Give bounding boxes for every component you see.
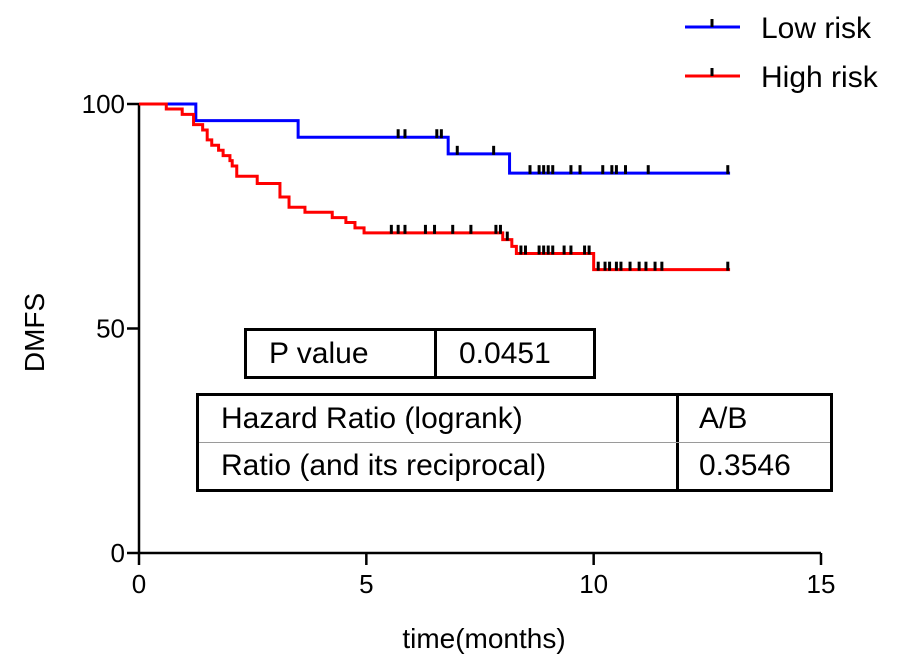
survival-line — [139, 102, 731, 272]
series-1 — [139, 102, 731, 272]
pvalue-value: 0.0451 — [459, 336, 551, 370]
series-layer — [139, 102, 731, 272]
x-tick-label: 15 — [807, 569, 836, 599]
ratio-label: Ratio (and its reciprocal) — [199, 443, 679, 489]
x-tick-label: 0 — [132, 569, 146, 599]
hazard-ratio-label: Hazard Ratio (logrank) — [199, 396, 679, 442]
x-tick-label: 10 — [579, 569, 608, 599]
x-tick-label: 5 — [359, 569, 373, 599]
legend-item: Low risk — [685, 12, 872, 45]
legend: Low risk High risk — [685, 12, 879, 94]
y-tick-label: 0 — [111, 538, 125, 568]
ratio-value: 0.3546 — [699, 449, 791, 482]
axes: 0 5 10 15 0 50 100 time(months) DMFS — [19, 89, 835, 654]
y-tick-label: 50 — [96, 314, 125, 344]
legend-item: High risk — [685, 61, 879, 94]
survival-line — [139, 102, 731, 175]
pvalue-label: P value — [247, 331, 437, 376]
hazard-ratio-value: A/B — [699, 402, 748, 435]
y-axis-title: DMFS — [19, 293, 50, 372]
series-0 — [139, 102, 731, 175]
y-tick-label: 100 — [82, 89, 125, 119]
x-axis-title: time(months) — [402, 623, 565, 654]
legend-label: Low risk — [761, 12, 872, 45]
legend-label: High risk — [761, 61, 879, 94]
pvalue-table: P value 0.0451 — [244, 328, 596, 379]
hazard-ratio-table: Hazard Ratio (logrank) A/B Ratio (and it… — [196, 393, 833, 492]
